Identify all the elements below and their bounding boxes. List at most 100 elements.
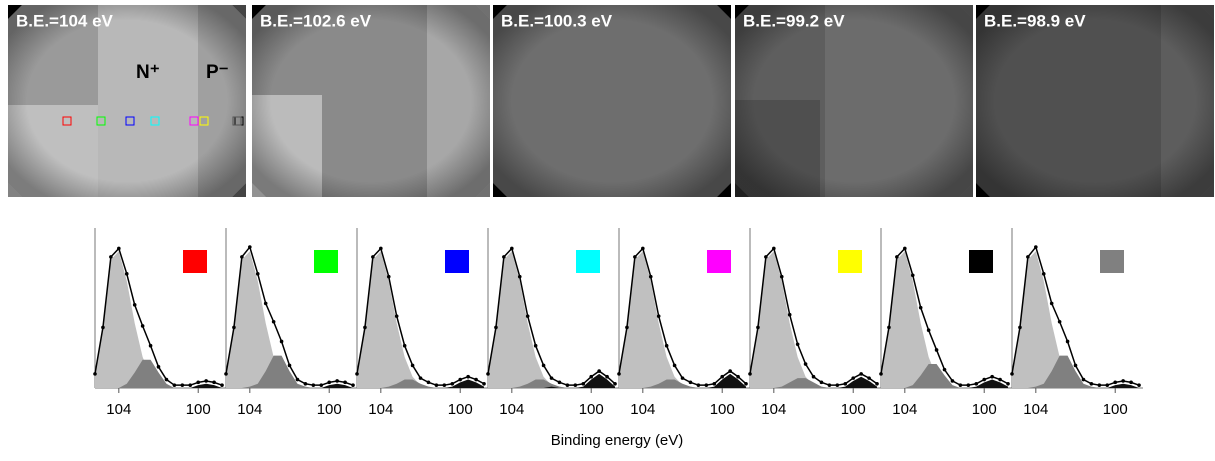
measured-point (311, 383, 316, 387)
component-area (488, 251, 616, 388)
measured-point (851, 376, 856, 380)
x-tick-label: 104 (1023, 401, 1048, 418)
image-annotation: P⁻ (206, 62, 229, 83)
sample-marker (576, 250, 600, 273)
image-vignette (735, 5, 973, 197)
measured-point (982, 377, 987, 382)
measured-point (565, 383, 570, 387)
measured-point (303, 381, 308, 386)
component-area (95, 359, 223, 388)
measured-point (371, 255, 375, 259)
measured-point (442, 383, 447, 387)
measured-point (625, 325, 629, 330)
measured-point (1097, 383, 1102, 387)
measured-point (1081, 377, 1086, 382)
measured-point (903, 246, 907, 251)
component-area (1012, 355, 1140, 388)
component-area (1012, 251, 1140, 388)
sample-square (189, 116, 199, 126)
measured-point (335, 379, 339, 383)
measured-point (843, 381, 848, 386)
image-annotation: N⁺ (136, 62, 160, 83)
measured-point (736, 374, 740, 379)
sample-square (199, 116, 209, 126)
component-area (881, 364, 1009, 388)
measured-point (287, 363, 292, 368)
measured-point (974, 381, 979, 386)
measured-point (819, 380, 824, 385)
component-area (226, 355, 354, 388)
measured-point (958, 383, 963, 387)
measured-point (1006, 381, 1010, 386)
measured-point (887, 325, 891, 330)
measured-point (605, 374, 609, 379)
x-tick-label: 100 (972, 401, 997, 418)
measured-point (319, 383, 324, 387)
measured-point (386, 274, 391, 279)
measured-point (589, 374, 594, 379)
measured-point (180, 383, 185, 387)
measured-point (827, 383, 832, 387)
measured-point (795, 342, 800, 347)
measured-point (418, 376, 423, 380)
component-area (488, 379, 616, 388)
measured-point (680, 376, 685, 380)
measured-point (998, 377, 1002, 382)
measured-point (664, 343, 669, 348)
measured-point (351, 383, 355, 387)
measured-point (279, 339, 284, 344)
sample-marker (445, 250, 469, 273)
measured-point (466, 374, 470, 379)
component-area (619, 379, 747, 388)
image-vignette (8, 5, 246, 197)
x-axis-label: Binding energy (eV) (551, 432, 684, 449)
measured-point (220, 383, 224, 387)
measured-point (541, 363, 546, 368)
image-label: B.E.=102.6 eV (260, 11, 372, 30)
component-area (881, 251, 1009, 388)
component-area (619, 251, 747, 388)
component-area (226, 383, 354, 388)
measured-point (597, 369, 601, 373)
sample-marker (1100, 250, 1124, 273)
x-tick-label: 100 (186, 401, 211, 418)
measured-point (895, 255, 899, 259)
measured-point (533, 343, 538, 348)
measured-point (1049, 301, 1054, 306)
x-tick-label: 104 (761, 401, 786, 418)
measured-point (232, 325, 236, 330)
image-vignette (493, 5, 731, 197)
measured-point (295, 377, 300, 382)
image-vignette (976, 5, 1214, 197)
component-area (226, 251, 354, 388)
component-area (95, 383, 223, 388)
measured-point (764, 255, 768, 259)
measured-point (656, 314, 661, 318)
measured-point (1041, 272, 1046, 276)
x-tick-label: 100 (448, 401, 473, 418)
measured-point (156, 365, 161, 369)
measured-point (926, 328, 931, 333)
measured-point (1137, 383, 1141, 387)
component-area (95, 251, 223, 388)
measured-point (1129, 380, 1133, 385)
measured-point (148, 343, 153, 348)
measured-point (859, 372, 863, 376)
image-label: B.E.=100.3 eV (501, 11, 613, 30)
measured-point (779, 274, 784, 279)
measured-point (648, 274, 653, 279)
measured-point (525, 314, 530, 318)
x-tick-label: 104 (368, 401, 393, 418)
measured-point (811, 374, 816, 379)
measured-point (748, 372, 752, 376)
measured-point (164, 377, 169, 382)
component-area (357, 251, 485, 388)
measured-point (224, 372, 228, 376)
measured-point (803, 362, 808, 366)
measured-point (835, 383, 840, 387)
measured-point (950, 379, 955, 383)
measured-point (434, 383, 439, 387)
measured-point (613, 381, 617, 386)
